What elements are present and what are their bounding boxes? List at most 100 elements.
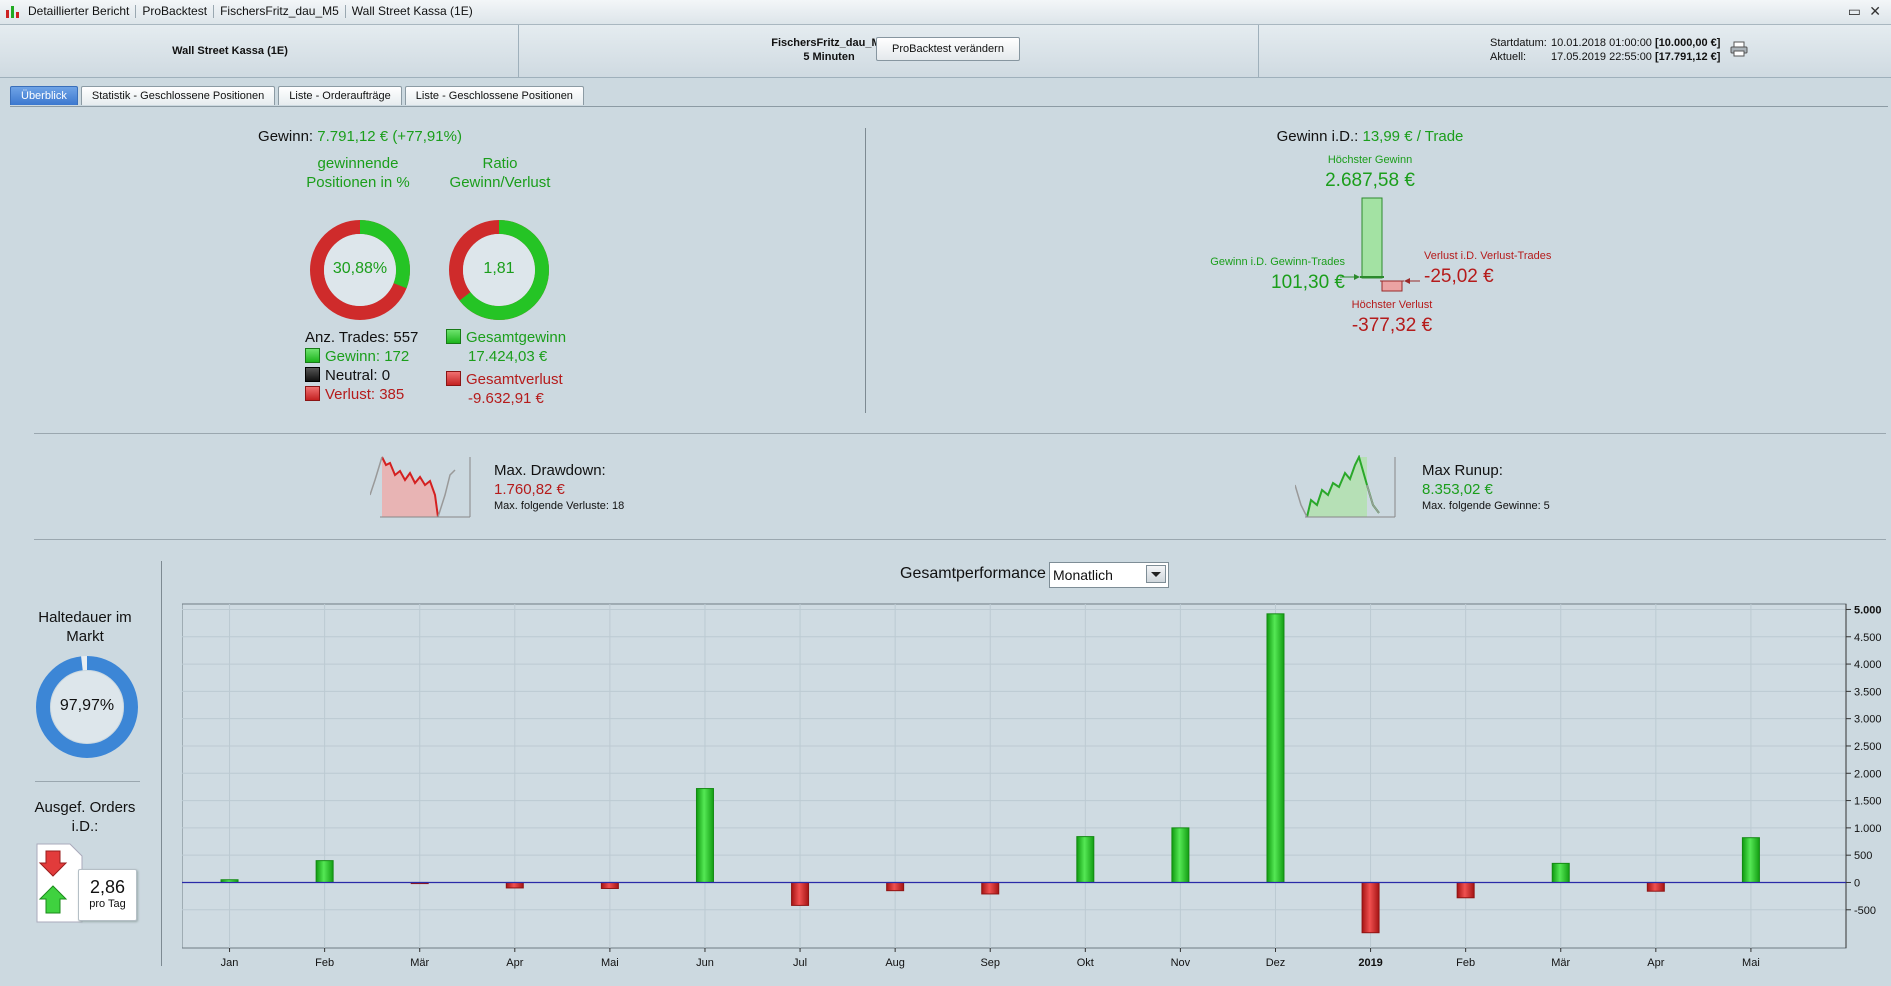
orders-per-day-value: 2,86 — [89, 877, 126, 897]
winning-trades-row: Gewinn: 172 — [305, 347, 418, 366]
x-tick-label: Apr — [1647, 957, 1664, 969]
performance-title: Gesamtperformance — [900, 565, 1046, 582]
bar — [505, 881, 524, 889]
legend-black-swatch — [305, 367, 320, 382]
y-tick-label: 3.000 — [1854, 714, 1882, 726]
total-loss-label: Gesamtverlust — [466, 371, 563, 388]
divider — [34, 539, 1886, 540]
orders-per-day-box: 2,86 pro Tag — [78, 869, 137, 921]
system-name: FischersFritz_dau_M5 — [771, 37, 887, 49]
monthly-performance-chart: -500 0 500 1.000 1.500 2.000 2.500 3.000 3.500 4.… — [182, 603, 1882, 969]
x-tick-label: Feb — [315, 957, 334, 969]
max-win-value: 2.687,58 € — [1325, 170, 1415, 191]
buy-sell-icon — [36, 843, 83, 923]
max-win-label: Höchster Gewinn — [1327, 154, 1413, 166]
ratio-donut — [449, 220, 549, 320]
tab-overview[interactable]: Überblick — [10, 86, 78, 105]
total-pl: Gesamtgewinn 17.424,03 € Gesamtverlust -… — [446, 328, 566, 408]
breadcrumb-item[interactable]: FischersFritz_dau_M5 — [214, 5, 346, 18]
x-tick-label: Mai — [1742, 957, 1760, 969]
x-tick-label: Mär — [1551, 957, 1570, 969]
dock-icon[interactable]: ▭ — [1847, 3, 1861, 19]
plot-area — [182, 603, 1847, 949]
bar — [1741, 837, 1760, 883]
section-divider — [161, 561, 162, 966]
win-percent-value: 30,88% — [332, 260, 388, 277]
runup-streak: Max. folgende Gewinne: 5 — [1422, 500, 1550, 512]
bar — [1551, 862, 1570, 883]
total-profit-label-row: Gesamtgewinn — [446, 328, 566, 347]
x-tick-label: Jul — [793, 957, 807, 969]
breadcrumb-item[interactable]: Wall Street Kassa (1E) — [351, 4, 473, 18]
bar — [1171, 827, 1190, 883]
breadcrumb: Detaillierter Bericht ProBacktest Fische… — [6, 5, 479, 18]
losing-trades-row: Verlust: 385 — [305, 385, 418, 404]
neutral-trades-row: Neutral: 0 — [305, 366, 418, 385]
x-tick-label: Dez — [1266, 957, 1286, 969]
winning-trades: Gewinn: 172 — [325, 348, 410, 365]
printer-icon[interactable] — [1730, 41, 1748, 57]
ratio-title: Ratio Gewinn/Verlust — [449, 155, 551, 191]
avg-win-label: Gewinn i.D. Gewinn-Trades — [1210, 256, 1345, 268]
bar — [886, 881, 905, 892]
bar — [981, 881, 1000, 895]
chevron-down-icon[interactable] — [1146, 565, 1166, 583]
orders-per-day-title: Ausgef. Orders i.D.: — [34, 799, 136, 835]
y-tick-label: 2.500 — [1854, 741, 1882, 753]
change-backtest-button[interactable]: ProBacktest verändern — [876, 37, 1020, 61]
divider — [35, 781, 140, 782]
bar — [791, 881, 810, 906]
y-tick-label: -500 — [1854, 905, 1876, 917]
avg-profit-headline: Gewinn i.D.: 13,99 € / Trade — [1220, 128, 1520, 145]
x-tick-label: Mär — [410, 957, 429, 969]
bar — [695, 788, 714, 883]
breadcrumb-item[interactable]: Detaillierter Bericht — [22, 5, 137, 18]
win-loss-bar-diagram — [1340, 197, 1420, 292]
profit-value: 7.791,12 € (+77,91%) — [317, 128, 462, 145]
timeframe: 5 Minuten — [803, 51, 855, 63]
time-in-market-value: 97,97% — [59, 697, 115, 714]
max-loss-label: Höchster Verlust — [1351, 299, 1433, 311]
x-tick-label: Feb — [1456, 957, 1475, 969]
bar — [1456, 881, 1475, 899]
start-date-value: 10.01.2018 01:00:00 — [1551, 37, 1652, 49]
total-profit-value: 17.424,03 € — [468, 348, 548, 365]
breadcrumb-item[interactable]: ProBacktest — [136, 5, 215, 18]
section-divider — [865, 128, 866, 413]
win-percent-title: gewinnende Positionen in % — [306, 155, 410, 191]
max-loss-value: -377,32 € — [1351, 315, 1433, 336]
instrument-section: Wall Street Kassa (1E) — [0, 25, 519, 77]
total-trades: Anz. Trades: 557 — [305, 329, 419, 346]
runup-value: 8.353,02 € — [1422, 481, 1493, 498]
drawdown-value: 1.760,82 € — [494, 481, 565, 498]
divider — [34, 433, 1886, 434]
y-tick-label: 4.000 — [1854, 659, 1882, 671]
tab-closed-positions-list[interactable]: Liste - Geschlossene Positionen — [404, 86, 584, 105]
time-in-market-title: Haltedauer im Markt — [38, 609, 132, 645]
tab-bar: Überblick Statistik - Geschlossene Posit… — [10, 86, 584, 106]
start-capital: [10.000,00 €] — [1655, 37, 1721, 49]
avg-loss-label: Verlust i.D. Verlust-Trades — [1424, 250, 1552, 262]
neutral-trades: Neutral: 0 — [325, 367, 391, 384]
avg-loss-value: -25,02 € — [1424, 266, 1494, 287]
bar — [1361, 881, 1380, 934]
x-tick-label: Aug — [885, 957, 905, 969]
x-tick-label: Apr — [506, 957, 523, 969]
x-tick-label: Okt — [1077, 957, 1094, 969]
bar — [600, 881, 619, 889]
total-loss-label-row: Gesamtverlust — [446, 370, 566, 389]
tab-statistics-closed[interactable]: Statistik - Geschlossene Positionen — [80, 86, 276, 105]
bar — [1076, 836, 1095, 883]
start-date-label: Startdatum: — [1490, 37, 1547, 49]
total-profit-label: Gesamtgewinn — [466, 329, 567, 346]
drawdown-streak: Max. folgende Verluste: 18 — [494, 500, 625, 512]
close-icon[interactable]: ✕ — [1869, 3, 1881, 19]
runup-sparkline-icon — [1295, 455, 1396, 518]
current-capital: [17.791,12 €] — [1655, 51, 1721, 63]
bar — [1646, 881, 1665, 892]
legend-red-swatch — [446, 371, 461, 386]
drawdown-sparkline-icon — [370, 456, 471, 518]
tab-orders-list[interactable]: Liste - Orderaufträge — [278, 86, 402, 105]
period-select[interactable]: Monatlich — [1049, 562, 1169, 588]
profit-headline: Gewinn: 7.791,12 € (+77,91%) — [250, 128, 470, 145]
